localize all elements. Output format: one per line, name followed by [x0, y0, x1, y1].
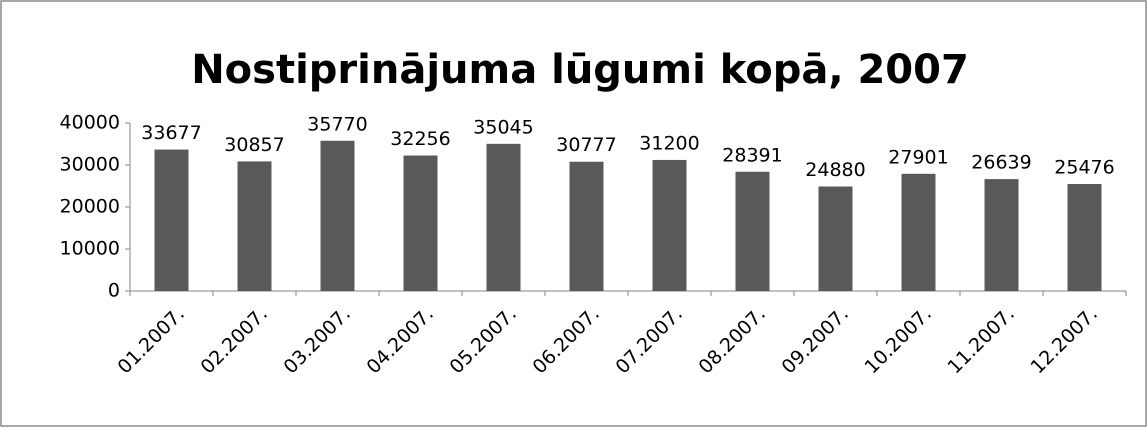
- data-label: 32256: [390, 128, 450, 150]
- bar: [486, 143, 521, 291]
- bar: [320, 140, 355, 291]
- data-label: 27901: [888, 146, 948, 168]
- bar: [818, 186, 853, 291]
- y-tick-label: 40000: [60, 112, 120, 134]
- bar: [652, 159, 687, 291]
- data-label: 24880: [805, 159, 865, 181]
- y-tick-label: 20000: [60, 196, 120, 218]
- bar: [154, 149, 189, 291]
- bar: [984, 179, 1019, 291]
- y-tick-label: 0: [108, 280, 120, 302]
- y-tick-label: 30000: [60, 154, 120, 176]
- data-label: 35770: [307, 113, 367, 135]
- data-label: 28391: [722, 144, 782, 166]
- data-label: 30857: [224, 134, 284, 156]
- bar: [237, 161, 272, 291]
- bar: [901, 173, 936, 291]
- data-label: 30777: [556, 134, 616, 156]
- data-label: 31200: [639, 132, 699, 154]
- chart-title: Nostiprinājuma lūgumi kopā, 2007: [191, 47, 969, 93]
- bar: [403, 155, 438, 291]
- bar: [735, 171, 770, 291]
- data-label: 33677: [141, 122, 201, 144]
- bar: [1067, 184, 1102, 291]
- data-label: 35045: [473, 116, 533, 138]
- data-label: 25476: [1054, 157, 1114, 179]
- data-label: 26639: [971, 152, 1031, 174]
- y-tick-label: 10000: [60, 238, 120, 260]
- bar: [569, 161, 604, 291]
